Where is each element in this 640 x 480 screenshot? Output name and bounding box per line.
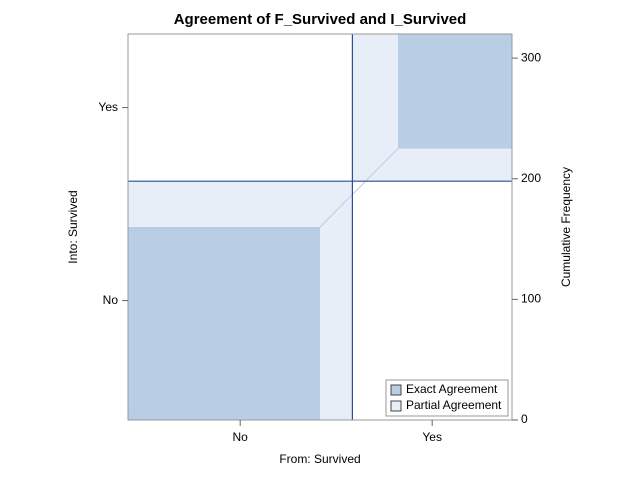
y-axis-label: Into: Survived [66,190,80,263]
chart-title: Agreement of F_Survived and I_Survived [174,11,467,28]
legend-box [385,379,509,417]
y2-tick-label: 200 [521,171,541,185]
x-axis-label: From: Survived [279,452,360,466]
legend-label: Exact Agreement [406,382,498,396]
y2-axis-label: Cumulative Frequency [559,167,573,287]
legend-label: Partial Agreement [406,398,502,412]
y-tick-label: Yes [98,100,118,114]
legend-swatch [390,400,402,412]
y2-tick-label: 100 [521,292,541,306]
y2-tick-label: 300 [521,50,541,64]
x-tick-label: No [233,430,249,444]
plot-frame [127,33,513,421]
x-tick-label: Yes [422,430,442,444]
y2-tick-label: 0 [521,412,528,426]
diagonal [127,33,513,421]
y-tick-label: No [103,293,119,307]
legend-swatch [390,384,402,396]
